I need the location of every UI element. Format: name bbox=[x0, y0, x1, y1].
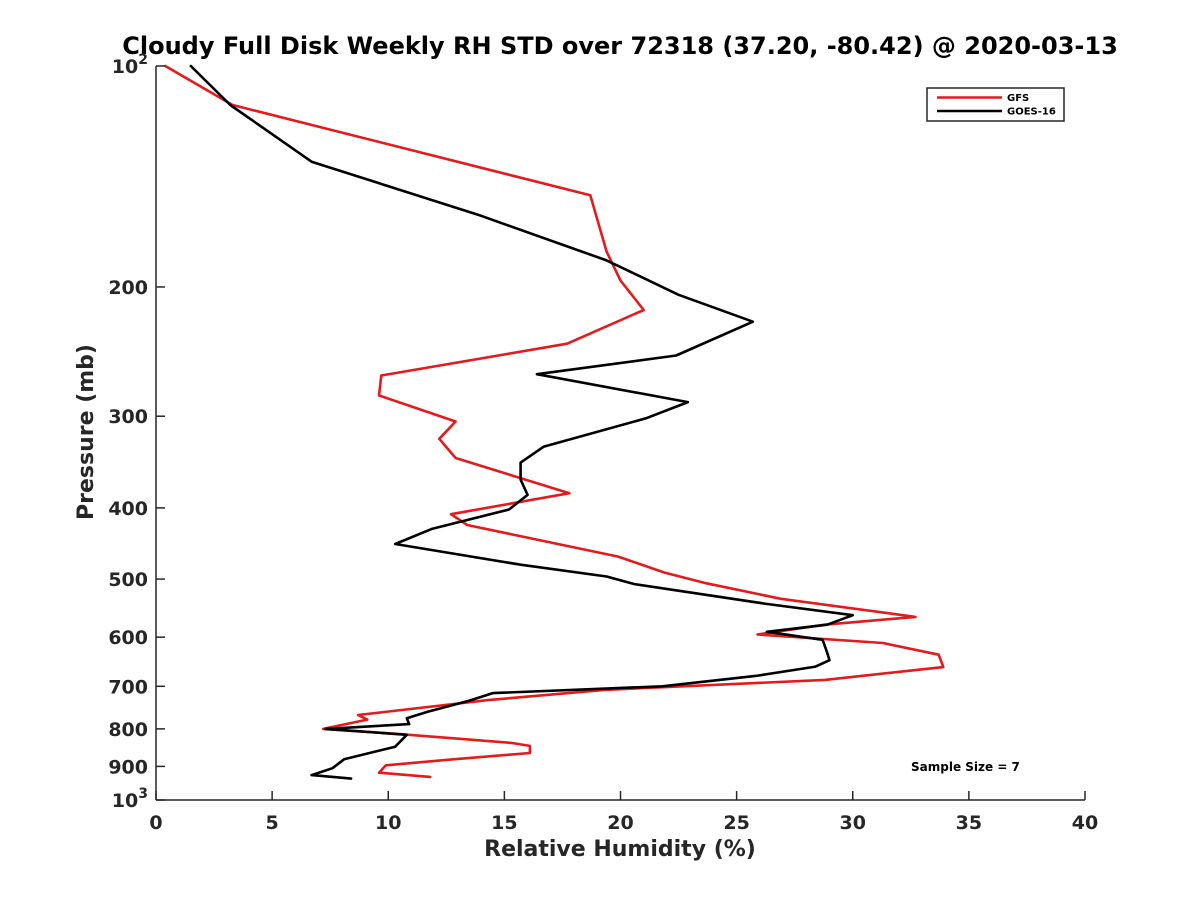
legend-box bbox=[926, 87, 1065, 122]
x-axis: 0 5 10 15 20 25 30 35 40 bbox=[149, 791, 1098, 834]
y-tick-label: 400 bbox=[108, 498, 148, 520]
chart-title: Cloudy Full Disk Weekly RH STD over 7231… bbox=[122, 32, 1118, 60]
x-tick-label: 10 bbox=[375, 812, 401, 834]
series-line-gfs bbox=[164, 64, 945, 779]
y-tick-label: 900 bbox=[108, 756, 148, 778]
y-axis: 102 200 300 400 500 600 700 800 900 103 bbox=[108, 52, 165, 812]
x-tick-label: 30 bbox=[840, 812, 866, 834]
y-tick-label: 500 bbox=[108, 569, 148, 591]
sample-size-annotation: Sample Size = 7 bbox=[911, 760, 1020, 774]
series-layer bbox=[164, 64, 945, 780]
legend-label-gfs: GFS bbox=[1007, 93, 1029, 104]
legend-label-goes16: GOES-16 bbox=[1007, 107, 1056, 118]
y-tick-label: 102 bbox=[112, 52, 148, 78]
x-tick-label: 20 bbox=[607, 812, 633, 834]
y-tick-label: 800 bbox=[108, 719, 148, 741]
y-tick-label: 200 bbox=[108, 277, 148, 299]
y-tick-label: 300 bbox=[108, 406, 148, 428]
x-tick-label: 35 bbox=[956, 812, 982, 834]
y-tick-label: 600 bbox=[108, 627, 148, 649]
series-line-goes16 bbox=[189, 64, 855, 780]
x-tick-label: 40 bbox=[1072, 812, 1098, 834]
y-tick-label: 700 bbox=[108, 676, 148, 698]
plot-area: 0 5 10 15 20 25 30 35 40 102 200 300 400 500 600 700 80… bbox=[108, 52, 1098, 834]
x-tick-label: 0 bbox=[149, 812, 162, 834]
y-tick-label: 103 bbox=[112, 786, 148, 812]
x-tick-label: 5 bbox=[266, 812, 279, 834]
x-tick-label: 15 bbox=[491, 812, 517, 834]
legend: GFS GOES-16 bbox=[926, 87, 1065, 122]
x-tick-label: 25 bbox=[723, 812, 749, 834]
y-axis-label: Pressure (mb) bbox=[74, 344, 99, 520]
x-axis-label: Relative Humidity (%) bbox=[484, 837, 756, 862]
